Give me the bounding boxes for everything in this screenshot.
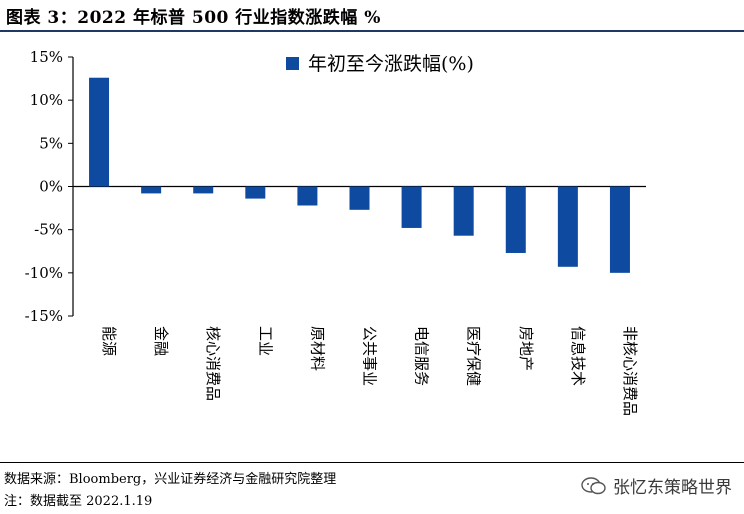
- bar: [505, 186, 526, 253]
- y-tick-label: 15%: [30, 48, 63, 66]
- data-source: 数据来源：Bloomberg，兴业证券经济与金融研究院整理: [4, 472, 337, 487]
- bar: [193, 186, 214, 194]
- x-tick-label: 信息技术: [569, 326, 587, 386]
- bar: [297, 186, 318, 206]
- bar: [557, 186, 578, 267]
- legend: 年初至今涨跌幅(%): [286, 53, 474, 75]
- x-tick-label: 房地产: [517, 326, 535, 371]
- y-tick-label: 10%: [30, 91, 63, 109]
- watermark-text: 张忆东策略世界: [613, 478, 732, 498]
- x-tick-label: 公共事业: [361, 326, 379, 386]
- y-tick-label: 0%: [39, 178, 63, 196]
- bar: [349, 186, 370, 210]
- bar-chart: 15% 10% 5% 0% -5% -10% -15% 能源 金融 核心消费品 工业 原材料 公共事业…: [25, 48, 646, 416]
- x-axis-labels: 能源 金融 核心消费品 工业 原材料 公共事业 电信服务 医疗保健 房地产 信息技术 非核心消费品: [100, 326, 639, 416]
- y-tick-label: -10%: [25, 264, 63, 282]
- x-tick-label: 核心消费品: [204, 326, 222, 401]
- bar: [141, 186, 162, 194]
- figure-title: 图表 3：2022 年标普 500 行业指数涨跌幅 %: [6, 8, 381, 28]
- watermark: 张忆东策略世界: [581, 473, 732, 498]
- x-tick-label: 工业: [256, 326, 274, 356]
- chat-bubble-icon: [581, 476, 606, 494]
- x-tick-label: 金融: [152, 326, 170, 356]
- legend-label: 年初至今涨跌幅(%): [308, 53, 474, 75]
- y-tick-label: -15%: [25, 307, 63, 325]
- bars: [89, 77, 630, 273]
- bar: [609, 186, 630, 273]
- x-tick-label: 能源: [100, 326, 118, 356]
- x-tick-label: 原材料: [308, 326, 326, 371]
- x-tick-label: 非核心消费品: [621, 326, 639, 416]
- y-tick-label: 5%: [39, 134, 63, 152]
- bar: [453, 186, 474, 236]
- bar: [245, 186, 266, 199]
- footer-rule: [0, 462, 744, 463]
- x-tick-label: 医疗保健: [465, 326, 483, 386]
- y-axis: 15% 10% 5% 0% -5% -10% -15%: [25, 48, 646, 325]
- bar: [89, 77, 110, 187]
- bar: [401, 186, 422, 228]
- title-rule: [0, 30, 744, 32]
- data-note: 注：数据截至 2022.1.19: [4, 494, 153, 509]
- x-tick-label: 电信服务: [413, 326, 431, 386]
- legend-swatch: [286, 57, 299, 70]
- y-tick-label: -5%: [34, 221, 63, 239]
